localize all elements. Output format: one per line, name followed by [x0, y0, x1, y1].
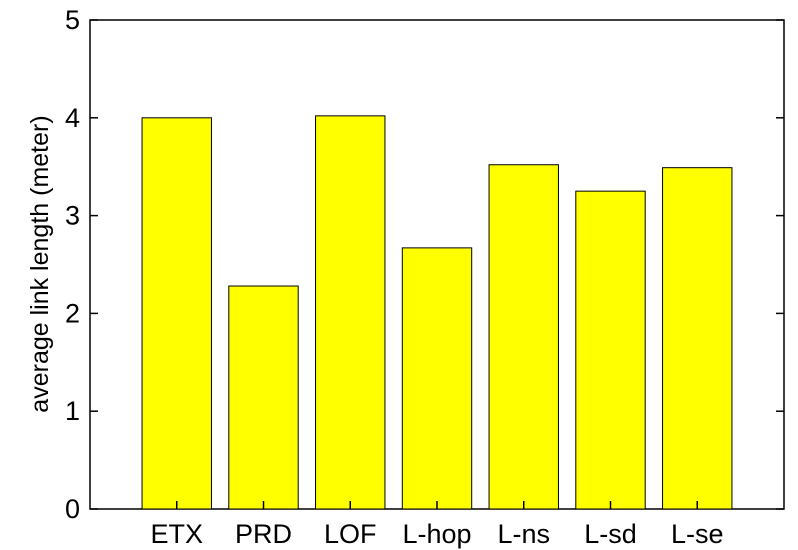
- y-tick-label: 1: [65, 396, 80, 426]
- bars: [141, 115, 733, 510]
- y-tick-label: 5: [65, 5, 80, 35]
- y-axis-title: average link length (meter): [26, 115, 54, 412]
- y-tick-label: 4: [65, 103, 80, 133]
- bar-l-sd: [575, 190, 646, 510]
- y-tick-label: 2: [65, 298, 80, 328]
- bar-l-se: [662, 167, 733, 510]
- x-tick-label-l-hop: L-hop: [402, 519, 471, 549]
- bar-lof: [315, 115, 386, 510]
- x-tick-label-lof: LOF: [324, 519, 377, 549]
- x-tick-label-prd: PRD: [235, 519, 292, 549]
- bar-l-hop: [401, 247, 473, 510]
- y-tick-label: 0: [65, 494, 80, 524]
- x-tick-label-l-se: L-se: [671, 519, 724, 549]
- bar-prd: [228, 285, 299, 510]
- x-tick-label-etx: ETX: [150, 519, 203, 549]
- y-axis-ticks: 0 1 2 3 4 5: [65, 5, 784, 524]
- x-tick-label-l-sd: L-sd: [584, 519, 637, 549]
- x-axis-tick-labels: ETX PRD LOF L-hop L-ns L-sd L-se: [150, 501, 724, 549]
- x-tick-label-l-ns: L-ns: [497, 519, 550, 549]
- y-tick-label: 3: [65, 201, 80, 231]
- bar-etx: [141, 117, 212, 510]
- bar-l-ns: [488, 164, 559, 510]
